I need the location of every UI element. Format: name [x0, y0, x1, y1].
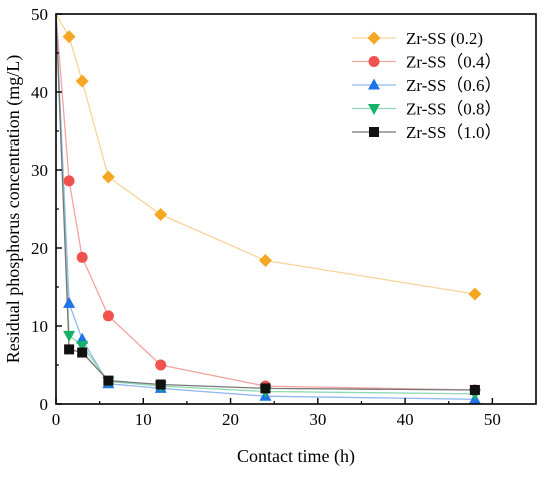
data-point-zr-ss-0-4 [155, 359, 167, 371]
legend-label-zr-ss-0-4: Zr-SS（0.4） [406, 53, 502, 72]
series-markers-layer [62, 30, 482, 404]
legend-marker-zr-ss-0-4 [368, 56, 380, 67]
data-point-zr-ss-0-2 [258, 253, 272, 267]
data-point-zr-ss-1-0 [64, 344, 75, 355]
y-tick-label: 40 [31, 83, 48, 102]
data-point-zr-ss-0-8 [63, 330, 76, 342]
x-tick-label: 10 [135, 410, 152, 429]
legend-marker-zr-ss-0-8 [368, 104, 380, 115]
data-point-zr-ss-1-0 [469, 384, 480, 395]
data-point-zr-ss-1-0 [155, 379, 166, 390]
y-tick-label: 10 [31, 317, 48, 336]
data-point-zr-ss-0-4 [102, 310, 114, 322]
data-point-zr-ss-0-2 [62, 30, 76, 44]
data-point-zr-ss-1-0 [77, 347, 88, 358]
data-point-zr-ss-0-4 [76, 251, 88, 263]
data-point-zr-ss-1-0 [260, 383, 271, 394]
data-point-zr-ss-0-6 [63, 296, 76, 308]
legend-marker-zr-ss-0-2 [367, 31, 381, 45]
y-tick-label: 50 [31, 5, 48, 24]
legend: Zr-SS (0.2) Zr-SS（0.4） Zr-SS（0.6） Zr-SS（0.8… [352, 29, 502, 142]
x-tick-label: 20 [222, 410, 239, 429]
legend-label-zr-ss-1-0: Zr-SS（1.0） [406, 123, 502, 142]
y-tick-label: 0 [40, 395, 49, 414]
data-point-zr-ss-0-4 [63, 175, 75, 187]
legend-marker-zr-ss-1-0 [369, 127, 379, 137]
data-point-zr-ss-0-2 [154, 207, 168, 221]
data-point-zr-ss-1-0 [103, 375, 114, 386]
x-tick-label: 30 [309, 410, 326, 429]
legend-label-zr-ss-0-6: Zr-SS（0.6） [406, 76, 502, 95]
axes-layer: 0 10 20 30 40 50 0 10 20 30 40 50 [31, 5, 501, 429]
series-line-zr-ss-0-6 [55, 13, 475, 400]
series-lines-layer [55, 13, 476, 400]
legend-label-zr-ss-0-8: Zr-SS（0.8） [406, 100, 502, 119]
data-point-zr-ss-0-8 [76, 341, 89, 352]
x-axis-label: Contact time (h) [237, 446, 355, 467]
data-point-zr-ss-0-2 [101, 170, 115, 184]
plot-frame [55, 13, 537, 405]
x-tick-label: 0 [52, 410, 61, 429]
x-tick-label: 40 [397, 410, 414, 429]
data-point-zr-ss-0-2 [75, 74, 89, 88]
legend-label-zr-ss-0-2: Zr-SS (0.2) [406, 29, 483, 48]
data-point-zr-ss-0-2 [468, 287, 482, 301]
y-tick-label: 20 [31, 239, 48, 258]
y-tick-label: 30 [31, 161, 48, 180]
x-tick-label: 50 [484, 410, 501, 429]
legend-marker-zr-ss-0-6 [368, 78, 380, 90]
y-axis-label: Residual phosphorus concentration (mg/L) [3, 55, 24, 363]
